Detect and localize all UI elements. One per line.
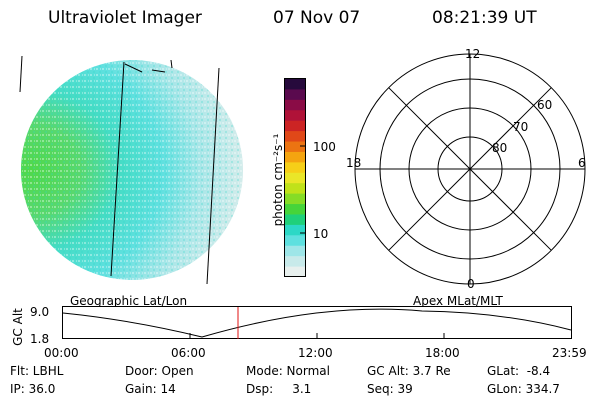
colorbar-cell (284, 151, 306, 163)
timeline-ymin: 1.8 (30, 332, 50, 346)
colorbar-cell (284, 109, 306, 121)
colorbar-cell (284, 88, 306, 100)
colorbar-unit-label: photon cm⁻²s⁻¹ (271, 133, 285, 227)
timeline-tick-0600: 06:00 (171, 346, 206, 360)
mlat-label-70: 70 (513, 120, 529, 134)
instrument-title: Ultraviolet Imager (48, 8, 202, 28)
info-dsp: Dsp: 3.1 (246, 382, 312, 396)
mlt-label-6: 6 (578, 156, 586, 170)
uv-earth-image (19, 55, 243, 285)
colorbar-cell (284, 203, 306, 215)
mlat-label-60: 60 (537, 98, 553, 112)
colorbar-cell (284, 141, 306, 152)
time-label: 08:21:39 UT (432, 8, 537, 28)
info-glat: GLat: -8.4 (487, 364, 551, 378)
colorbar-cell (284, 78, 306, 90)
colorbar-cell (284, 172, 306, 184)
info-gc-alt: GC Alt: 3.7 Re (367, 364, 451, 378)
colorbar-cell (284, 182, 306, 194)
timeline-ylabel: GC Alt (11, 308, 25, 346)
colorbar-cell (284, 193, 306, 205)
colorbar-cell (284, 120, 306, 132)
mlt-label-12: 12 (465, 47, 481, 61)
info-seq: Seq: 39 (367, 382, 413, 396)
colorbar-cell (284, 224, 306, 236)
info-gain: Gain: 14 (125, 382, 176, 396)
colorbar-cell (284, 99, 306, 111)
colorbar-cell (284, 213, 306, 225)
timeline-left-title: Geographic Lat/Lon (70, 294, 188, 308)
info-mode: Mode: Normal (246, 364, 330, 378)
colorbar-cell (284, 161, 306, 173)
colorbar-cell (284, 234, 306, 246)
colorbar-cell (284, 245, 306, 257)
timeline-ymax: 9.0 (30, 305, 50, 319)
colorbar-cell (284, 266, 306, 277)
colorbar-cell (284, 255, 306, 267)
info-filter: Flt: LBHL (10, 364, 64, 378)
timeline-right-title: Apex MLat/MLT (413, 294, 503, 308)
colorbar-tick-100: 100 (313, 140, 336, 154)
date-label: 07 Nov 07 (273, 8, 361, 28)
timeline-tick-2359: 23:59 (552, 346, 587, 360)
mlt-label-18: 18 (346, 156, 362, 170)
colorbar-tick-10: 10 (313, 227, 329, 241)
mlt-label-0: 0 (467, 277, 475, 291)
info-ip: IP: 36.0 (10, 382, 56, 396)
info-glon: GLon: 334.7 (487, 382, 560, 396)
altitude-timeline (62, 306, 572, 339)
timeline-tick-1200: 12:00 (298, 346, 333, 360)
polar-grid (354, 53, 586, 285)
timeline-tick-0000: 00:00 (44, 346, 79, 360)
colorbar (284, 78, 306, 277)
colorbar-cell (284, 130, 306, 142)
mlat-label-80: 80 (492, 141, 508, 155)
info-door: Door: Open (125, 364, 194, 378)
timeline-tick-1800: 18:00 (425, 346, 460, 360)
